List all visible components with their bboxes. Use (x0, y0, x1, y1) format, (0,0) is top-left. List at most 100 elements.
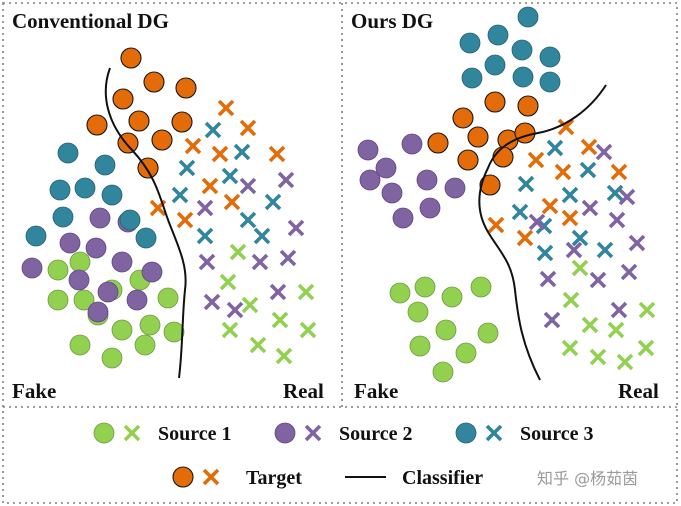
source-3-cross-point (596, 241, 614, 259)
legend-label: Target (246, 467, 302, 489)
target-circle-point (427, 132, 449, 154)
target-circle-icon (172, 466, 194, 488)
fake-label: Fake (354, 379, 398, 403)
source-2-cross-point (279, 249, 297, 267)
target-circle-point (492, 146, 514, 168)
source-2-circle-point (85, 237, 107, 259)
source-1-cross-point (638, 301, 656, 319)
source-3-cross-point (221, 167, 239, 185)
source-1-circle-point (389, 282, 411, 304)
source-2-cross-point (543, 311, 561, 329)
target-circle-point (151, 129, 173, 151)
legend-item-classifier: Classifier (345, 467, 483, 489)
source-3-circle-point (101, 184, 123, 206)
source-2-cross-point (610, 301, 628, 319)
target-cross-point (541, 197, 559, 215)
source-1-circle-point (101, 347, 123, 369)
source-3-circle-point (512, 66, 534, 88)
source-2-circle-point (419, 197, 441, 219)
source-3-circle-point (539, 71, 561, 93)
legend-label: Classifier (402, 467, 483, 489)
source-2-circle-point (87, 301, 109, 323)
source-3-cross-point (517, 175, 535, 193)
source-2-circle-point (375, 157, 397, 179)
source-3-cross-point (196, 227, 214, 245)
source-1-cross-point (249, 336, 267, 354)
source-3-cross-point (571, 229, 589, 247)
source-1-circle-icon (93, 422, 115, 444)
source-1-cross-point (221, 321, 239, 339)
source-3-circle-point (119, 209, 141, 231)
legend-item-source-1: Source 1 (93, 422, 232, 445)
source-1-cross-point (229, 243, 247, 261)
source-2-circle-point (97, 281, 119, 303)
source-2-cross-point (581, 199, 599, 217)
source-2-circle-point (392, 207, 414, 229)
source-2-cross-point (198, 253, 216, 271)
target-cross-point (487, 216, 505, 234)
target-cross-point (527, 151, 545, 169)
target-cross-point (223, 193, 241, 211)
target-cross-point (184, 137, 202, 155)
source-3-circle-point (74, 177, 96, 199)
source-3-cross-icon (485, 424, 503, 442)
source-1-circle-point (435, 319, 457, 341)
source-2-cross-point (287, 219, 305, 237)
source-1-cross-point (241, 296, 259, 314)
source-3-cross-point (536, 244, 554, 262)
legend-label: Source 3 (520, 423, 594, 445)
source-2-circle-point (401, 133, 423, 155)
source-2-cross-point (251, 253, 269, 271)
target-cross-point (554, 163, 572, 181)
source-3-circle-point (94, 154, 116, 176)
source-1-cross-point (219, 273, 237, 291)
target-circle-point (517, 95, 539, 117)
target-circle-point (467, 126, 489, 148)
source-3-cross-point (233, 143, 251, 161)
source-1-cross-point (562, 291, 580, 309)
source-2-circle-point (59, 232, 81, 254)
panel-title: Ours DG (351, 9, 433, 33)
source-1-cross-point (616, 353, 634, 371)
source-1-cross-point (589, 348, 607, 366)
classifier-boundary (104, 67, 187, 379)
target-cross-icon (202, 468, 220, 486)
target-circle-point (86, 114, 108, 136)
target-cross-point (557, 118, 575, 136)
fake-label: Fake (12, 379, 56, 403)
target-circle-point (452, 107, 474, 129)
source-2-cross-point (239, 177, 257, 195)
source-2-cross-point (539, 270, 557, 288)
target-circle-point (171, 111, 193, 133)
target-cross-point (610, 163, 628, 181)
source-1-cross-point (297, 283, 315, 301)
source-2-cross-point (620, 263, 638, 281)
source-1-circle-point (407, 301, 429, 323)
source-1-circle-point (47, 259, 69, 281)
source-2-cross-point (203, 293, 221, 311)
scatter-points (21, 47, 317, 369)
source-1-circle-point (69, 251, 91, 273)
source-1-cross-point (571, 259, 589, 277)
source-1-circle-point (134, 334, 156, 356)
target-cross-point (201, 177, 219, 195)
source-2-circle-icon (274, 422, 296, 444)
target-circle-point (175, 77, 197, 99)
source-3-circle-icon (455, 422, 477, 444)
target-cross-point (580, 138, 598, 156)
source-1-circle-point (455, 342, 477, 364)
source-2-cross-point (196, 199, 214, 217)
source-1-circle-point (414, 276, 436, 298)
source-1-cross-point (299, 321, 317, 339)
source-1-circle-point (47, 289, 69, 311)
legend: Source 1 Source 2 Source 3 Target Classi… (93, 422, 594, 489)
legend-item-source-2: Source 2 (274, 422, 413, 445)
target-circle-point (514, 122, 536, 144)
source-1-cross-icon (123, 424, 141, 442)
source-2-circle-point (68, 269, 90, 291)
source-3-circle-point (461, 67, 483, 89)
source-3-circle-point (25, 225, 47, 247)
source-3-cross-point (546, 139, 564, 157)
